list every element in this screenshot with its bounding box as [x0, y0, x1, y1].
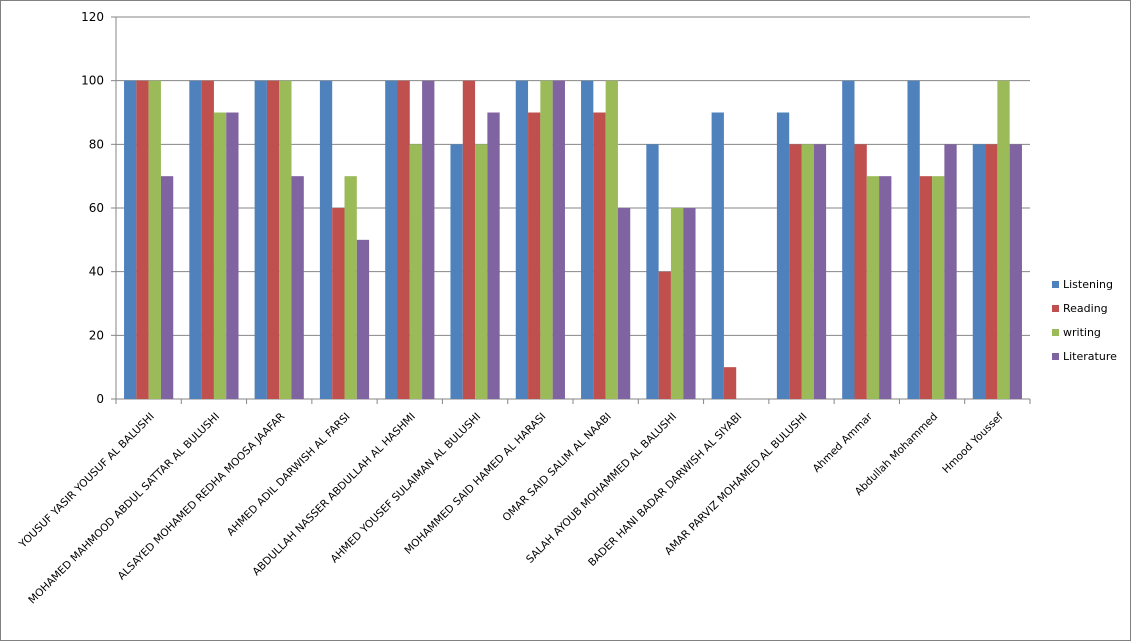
bar-reading	[201, 80, 214, 400]
bar-reading	[723, 367, 737, 399]
bar-listening	[189, 80, 202, 400]
y-tick-label: 80	[89, 137, 104, 151]
legend-label: Reading	[1063, 302, 1108, 315]
bar-literature	[617, 208, 631, 399]
bar-reading	[789, 144, 802, 399]
bar-literature	[879, 176, 892, 399]
bar-writing	[866, 176, 880, 399]
bar-listening	[907, 80, 920, 400]
bar-reading	[658, 271, 671, 399]
x-tick-label: Hmood Youssef	[940, 410, 1005, 475]
x-tick-label: AMAR PARVIZ MOHAMED AL BULUSHI	[663, 411, 810, 558]
y-tick-label: 120	[81, 10, 104, 24]
bar-listening	[515, 80, 529, 400]
bar-writing	[670, 208, 684, 399]
x-tick-label: AHMED YOUSEF SULAIMAN AL BULUSHI	[329, 411, 484, 566]
legend-label: writing	[1063, 326, 1101, 339]
bar-literature	[552, 80, 565, 400]
bar-reading	[528, 112, 541, 399]
bar-literature	[1009, 144, 1022, 399]
bar-reading	[985, 144, 998, 399]
legend-swatch	[1052, 281, 1059, 288]
bar-listening	[254, 80, 267, 400]
bar-listening	[842, 80, 855, 400]
bar-literature	[226, 112, 239, 399]
bar-writing	[475, 144, 488, 399]
legend-swatch	[1052, 353, 1059, 360]
x-tick-label: SALAH AYOUB MOHAMMED AL BALUSHI	[524, 411, 679, 566]
bar-reading	[397, 80, 410, 400]
bar-literature	[356, 239, 370, 399]
y-tick-label: 40	[89, 265, 104, 279]
x-tick-label: OMAR SAID SALIM AL NAABI	[500, 411, 613, 524]
bar-literature	[291, 176, 304, 399]
bar-reading	[593, 112, 606, 399]
legend-label: Listening	[1063, 278, 1113, 291]
bar-listening	[711, 112, 724, 399]
bar-literature	[160, 176, 174, 399]
bar-writing	[997, 80, 1010, 400]
bar-writing	[148, 80, 161, 400]
bar-writing	[932, 176, 945, 399]
bar-reading	[266, 80, 280, 400]
bar-literature	[944, 144, 957, 399]
legend-swatch	[1052, 329, 1059, 336]
x-tick-label: Ahmed Ammar	[811, 410, 876, 475]
bar-writing	[605, 80, 618, 400]
bar-literature	[487, 112, 500, 399]
bar-writing	[801, 144, 814, 399]
x-tick-label: MOHAMMED SAID HAMED AL HARASI	[402, 411, 548, 557]
bar-reading	[919, 176, 933, 399]
x-tick-label: BADER HANI BADAR DARWISH AL SIYABI	[586, 411, 744, 569]
bar-listening	[972, 144, 986, 399]
bar-reading	[332, 208, 345, 399]
bar-writing	[409, 144, 423, 399]
bar-listening	[124, 80, 137, 400]
bar-listening	[581, 80, 594, 400]
y-tick-label: 100	[81, 74, 104, 88]
bar-listening	[646, 144, 659, 399]
bar-literature	[813, 144, 827, 399]
bar-reading	[854, 144, 867, 399]
bar-writing	[540, 80, 553, 400]
bar-listening	[385, 80, 398, 400]
y-tick-label: 0	[96, 392, 104, 406]
bar-writing	[344, 176, 357, 399]
bar-reading	[136, 80, 149, 400]
y-tick-label: 60	[89, 201, 104, 215]
bar-writing	[279, 80, 292, 400]
bar-literature	[683, 208, 696, 399]
legend-label: Literature	[1063, 350, 1117, 363]
bar-listening	[450, 144, 463, 399]
x-tick-label: YOUSUF YASIR YOUSUF AL BALUSHI	[16, 411, 156, 551]
bar-literature	[422, 80, 435, 400]
bar-writing	[213, 112, 227, 399]
bar-reading	[462, 80, 476, 400]
y-tick-label: 20	[89, 328, 104, 342]
bar-listening	[776, 112, 790, 399]
bar-listening	[319, 80, 333, 400]
x-tick-label: AHMED ADIL DARWISH AL FARSI	[225, 411, 353, 539]
legend-swatch	[1052, 305, 1059, 312]
